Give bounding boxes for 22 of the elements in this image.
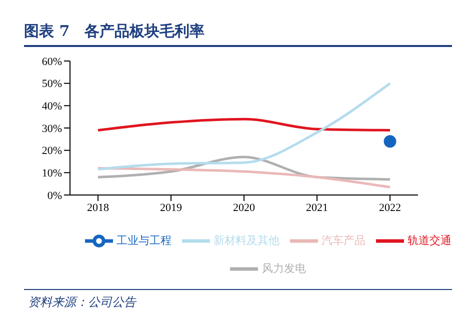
- x-tick-label: 2022: [379, 202, 401, 214]
- y-tick-label: 20%: [42, 145, 62, 158]
- line-series: [96, 118, 392, 132]
- x-tick-label: 2021: [306, 202, 328, 214]
- chart-title: 图表 7 各产品板块毛利率: [23, 21, 206, 41]
- line-series: [96, 166, 392, 188]
- legend-label: 轨道交通: [408, 234, 452, 248]
- legend-label: 新材料及其他: [214, 234, 280, 248]
- legend-label: 汽车产品: [322, 234, 366, 248]
- y-tick-label: 30%: [42, 122, 62, 135]
- y-tick-label: 50%: [42, 78, 62, 90]
- y-tick-label: 10%: [42, 168, 62, 180]
- legend-label: 工业与工程: [116, 234, 172, 248]
- legend-label: 风力发电: [262, 262, 306, 276]
- text: 资料来源：公司公告: [27, 294, 138, 311]
- y-tick-label: 40%: [42, 100, 62, 113]
- y-tick-label: 0%: [47, 190, 62, 202]
- x-tick-label: 2020: [233, 202, 256, 214]
- x-tick-label: 2018: [87, 202, 110, 214]
- x-tick-label: 2019: [160, 202, 182, 214]
- line-series: [96, 82, 392, 171]
- y-tick-label: 60%: [42, 56, 62, 68]
